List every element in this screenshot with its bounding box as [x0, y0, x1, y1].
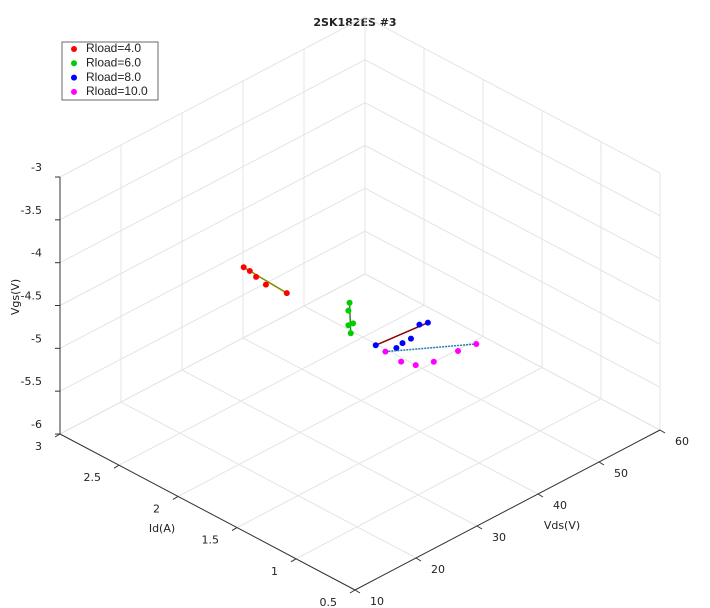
y-tick — [290, 558, 297, 563]
data-point — [382, 348, 389, 355]
y-tick — [172, 495, 179, 500]
grid-line — [59, 16, 366, 178]
data-point — [399, 340, 406, 347]
data-point — [253, 273, 260, 280]
grid-line — [364, 16, 661, 174]
y-tick-label: 2.5 — [84, 471, 102, 484]
x-tick — [354, 589, 361, 594]
data-point — [240, 264, 247, 271]
y-tick-label: 3 — [35, 440, 42, 453]
grid-line — [181, 369, 478, 527]
grid-line — [295, 398, 602, 560]
grid-line — [59, 102, 366, 264]
x-axis — [354, 429, 661, 591]
legend-marker — [71, 60, 77, 67]
y-tick — [113, 464, 120, 469]
grid-line — [364, 273, 661, 431]
y-axis-label: Id(A) — [149, 522, 175, 535]
z-tick-label: -6 — [31, 418, 42, 431]
x-tick — [659, 429, 666, 434]
grid-line — [364, 102, 661, 260]
grid-line — [364, 230, 661, 388]
legend-marker — [71, 46, 77, 52]
x-axis-label: Vds(V) — [544, 519, 580, 532]
data-point — [345, 307, 352, 314]
data-point — [347, 330, 354, 337]
y-tick-label: 1 — [271, 565, 278, 578]
x-tick — [598, 461, 605, 466]
z-tick-label: -3.5 — [21, 204, 42, 217]
z-tick-label: -5.5 — [21, 375, 42, 388]
z-tick-label: -5 — [31, 332, 42, 345]
data-point — [407, 335, 414, 342]
data-point — [393, 345, 400, 352]
y-axis — [59, 433, 356, 591]
data-point — [416, 321, 423, 328]
fit-line — [385, 343, 477, 353]
grid-line — [59, 59, 366, 221]
y-tick-label: 2 — [153, 502, 160, 515]
x-tick-label: 20 — [431, 563, 445, 576]
x-tick — [476, 525, 483, 530]
grid-line — [236, 367, 543, 529]
legend-marker — [71, 88, 77, 95]
legend-box — [61, 41, 159, 101]
y-tick — [231, 527, 238, 532]
data-point — [424, 319, 431, 326]
data-point — [372, 342, 379, 349]
legend-label: Rload=6.0 — [86, 55, 141, 69]
data-point — [412, 362, 419, 369]
grid-line — [303, 305, 600, 463]
legend-label: Rload=8.0 — [86, 70, 141, 84]
grid-line — [242, 337, 539, 495]
x-tick — [537, 493, 544, 498]
legend-marker — [71, 74, 77, 81]
x-tick-label: 60 — [675, 435, 689, 448]
data-point — [345, 322, 352, 329]
data-point — [455, 348, 461, 355]
data-point — [398, 358, 405, 365]
data-point — [350, 320, 357, 327]
grid-line — [59, 273, 366, 435]
grid-line — [364, 187, 661, 345]
data-point — [430, 358, 437, 365]
x-tick-label: 30 — [492, 531, 506, 544]
x-tick-label: 10 — [370, 595, 384, 608]
z-axis-label: Vgs(V) — [9, 279, 22, 315]
fit-line — [348, 302, 352, 334]
grid-line — [59, 230, 366, 392]
x-tick-label: 50 — [614, 467, 628, 480]
z-tick-label: -3 — [31, 161, 42, 174]
z-tick-label: -4.5 — [21, 290, 42, 303]
y-tick-label: 0.5 — [320, 596, 338, 608]
y-tick — [349, 589, 356, 594]
z-tick-label: -4 — [31, 247, 42, 260]
grid-line — [364, 145, 661, 302]
x-tick-label: 40 — [553, 499, 567, 512]
data-point — [283, 290, 290, 297]
legend-label: Rload=4.0 — [86, 41, 141, 55]
grid-line — [118, 304, 425, 466]
grid-line — [120, 401, 417, 559]
data-point — [473, 340, 480, 347]
grid-line — [177, 335, 484, 497]
data-point — [246, 267, 253, 274]
grid-line — [364, 59, 661, 217]
y-tick-label: 1.5 — [202, 534, 220, 547]
data-point — [262, 281, 269, 288]
grid-line — [59, 145, 366, 306]
legend-label: Rload=10.0 — [86, 84, 148, 98]
x-tick — [415, 557, 422, 562]
grid-line — [59, 187, 366, 349]
data-point — [346, 299, 353, 306]
